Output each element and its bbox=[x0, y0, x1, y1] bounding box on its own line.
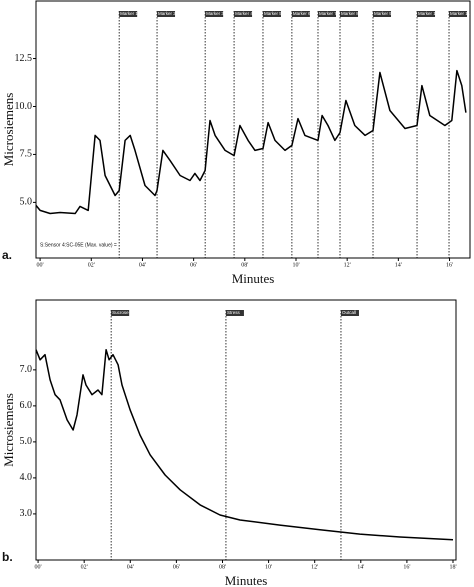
marker-tag bbox=[119, 11, 138, 17]
x-tick-label: 04' bbox=[139, 262, 146, 268]
marker-tag bbox=[417, 11, 436, 17]
x-tick-label: 08' bbox=[241, 262, 248, 268]
marker-label: Marker 8 bbox=[341, 11, 359, 16]
marker-tag bbox=[340, 310, 359, 316]
marker-label: Outcall bbox=[342, 310, 356, 315]
x-tick-label: 06' bbox=[190, 262, 197, 268]
x-tick-label: 10' bbox=[292, 262, 299, 268]
y-tick-label: 12.5 bbox=[15, 53, 33, 64]
y-tick-label: 3.0 bbox=[20, 508, 33, 519]
marker-tag bbox=[317, 11, 336, 17]
annotation: S:Sensor 4:SC-05E (Max. value) = bbox=[40, 242, 117, 248]
marker-label: Marker 11 bbox=[450, 11, 470, 16]
panel-label: a. bbox=[2, 248, 12, 262]
marker-label: Marker 2 bbox=[158, 11, 176, 16]
marker-label: Marker 1 bbox=[120, 11, 138, 16]
x-tick-label: 12' bbox=[344, 262, 351, 268]
marker-label: Marker 4 bbox=[235, 11, 253, 16]
marker-label: Marker 9 bbox=[374, 11, 392, 16]
x-tick-label: 14' bbox=[357, 564, 364, 570]
marker-tag bbox=[291, 11, 310, 17]
marker-tag bbox=[157, 11, 176, 17]
marker-tag bbox=[340, 11, 359, 17]
y-tick-label: 10.0 bbox=[15, 101, 33, 112]
y-axis-title: Microsiemens bbox=[1, 393, 16, 467]
y-tick-label: 7.5 bbox=[20, 149, 33, 160]
data-line bbox=[35, 69, 467, 215]
y-tick-label: 6.0 bbox=[20, 400, 33, 411]
y-tick-label: 4.0 bbox=[20, 472, 33, 483]
panel-label: b. bbox=[2, 550, 13, 564]
x-tick-label: 06' bbox=[173, 564, 180, 570]
x-tick-label: 00' bbox=[35, 564, 42, 570]
x-tick-label: 08' bbox=[219, 564, 226, 570]
marker-tag bbox=[225, 310, 244, 316]
marker-label: Marker 5 bbox=[264, 11, 282, 16]
x-tick-label: 00' bbox=[37, 262, 44, 268]
y-tick-label: 5.0 bbox=[20, 197, 33, 208]
x-tick-label: 02' bbox=[88, 262, 95, 268]
marker-tag bbox=[262, 11, 281, 17]
marker-label: Marker 7 bbox=[319, 11, 337, 16]
marker-label: Sucrose bbox=[112, 310, 129, 315]
data-line bbox=[35, 348, 454, 541]
marker-tag bbox=[449, 11, 468, 17]
x-tick-label: 12' bbox=[311, 564, 318, 570]
y-axis-title: Microsiemens bbox=[1, 93, 16, 167]
y-tick-label: 7.0 bbox=[20, 364, 33, 375]
plot-frame bbox=[35, 0, 471, 259]
marker-label: Marker 3 bbox=[206, 11, 224, 16]
x-axis-title: Minutes bbox=[225, 573, 268, 587]
marker-label: Stress bbox=[227, 310, 241, 315]
x-tick-label: 04' bbox=[127, 564, 134, 570]
marker-label: Marker 10 bbox=[418, 11, 439, 16]
marker-tag bbox=[373, 11, 392, 17]
y-tick-label: 5.0 bbox=[20, 436, 33, 447]
x-axis-title: Minutes bbox=[232, 271, 275, 286]
x-tick-label: 14' bbox=[395, 262, 402, 268]
plot-frame bbox=[35, 299, 457, 561]
marker-tag bbox=[111, 310, 130, 316]
x-tick-label: 10' bbox=[265, 564, 272, 570]
x-tick-label: 18' bbox=[449, 564, 456, 570]
marker-tag bbox=[234, 11, 253, 17]
marker-label: Marker 6 bbox=[293, 11, 311, 16]
x-tick-label: 02' bbox=[81, 564, 88, 570]
x-tick-label: 16' bbox=[446, 262, 453, 268]
marker-tag bbox=[205, 11, 224, 17]
x-tick-label: 16' bbox=[403, 564, 410, 570]
